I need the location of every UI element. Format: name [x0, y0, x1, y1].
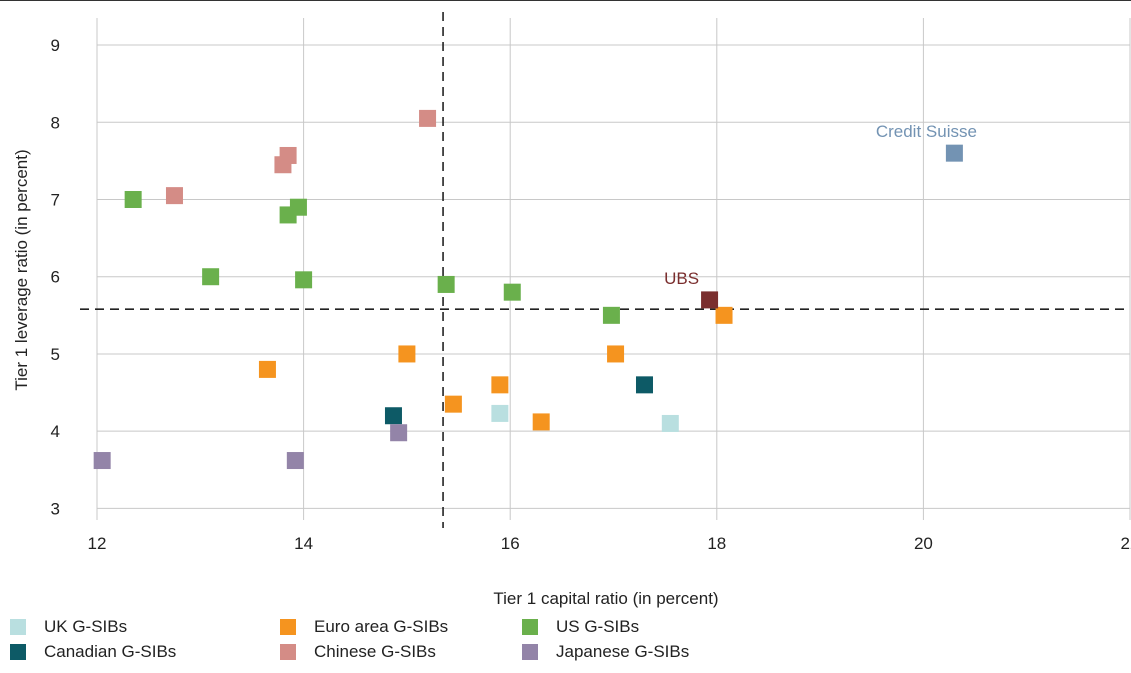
- legend-item: Euro area G-SIBs: [280, 615, 448, 639]
- data-point: [165, 187, 183, 205]
- legend-item: Canadian G-SIBs: [10, 640, 176, 664]
- highlighted-point: [701, 291, 719, 309]
- y-tick-label: 7: [51, 190, 60, 209]
- legend-swatch: [522, 619, 538, 635]
- highlighted-point: [945, 144, 963, 162]
- legend: UK G-SIBs Euro area G-SIBs US G-SIBs Canadi…: [10, 617, 1110, 673]
- annotations: UBS Credit Suisse: [664, 122, 977, 309]
- reference-lines: [80, 12, 1130, 528]
- legend-swatch: [522, 644, 538, 660]
- data-point: [258, 360, 276, 378]
- legend-label: Chinese G-SIBs: [314, 642, 436, 661]
- legend-item: Chinese G-SIBs: [280, 640, 436, 664]
- data-point: [503, 283, 521, 301]
- data-point: [661, 414, 679, 432]
- y-tick-label: 9: [51, 36, 60, 55]
- legend-label: Canadian G-SIBs: [44, 642, 177, 661]
- x-tick-label: 18: [707, 534, 726, 553]
- data-point: [602, 306, 620, 324]
- y-tick-labels: 3 4 5 6 7 8 9: [51, 36, 60, 518]
- x-tick-label: 12: [88, 534, 107, 553]
- y-tick-label: 5: [51, 345, 60, 364]
- legend-item: US G-SIBs: [522, 615, 639, 639]
- data-point: [202, 268, 220, 286]
- data-point: [398, 345, 416, 363]
- x-axis-title: Tier 1 capital ratio (in percent): [493, 589, 718, 608]
- data-point: [715, 306, 733, 324]
- x-tick-labels: 12 14 16 18 20 22: [88, 534, 1131, 553]
- data-point: [444, 395, 462, 413]
- legend-label: Euro area G-SIBs: [314, 617, 449, 636]
- data-point: [491, 376, 509, 394]
- data-point: [93, 452, 111, 470]
- x-tick-label: 22: [1121, 534, 1131, 553]
- point-annotation: Credit Suisse: [876, 122, 977, 141]
- legend-label: UK G-SIBs: [44, 617, 128, 636]
- data-point: [532, 413, 550, 431]
- y-tick-label: 6: [51, 268, 60, 287]
- data-point: [295, 271, 313, 289]
- point-annotation: UBS: [664, 269, 699, 288]
- data-point: [437, 275, 455, 293]
- legend-label: Japanese G-SIBs: [556, 642, 690, 661]
- data-point: [491, 404, 509, 422]
- legend-label: US G-SIBs: [556, 617, 640, 636]
- legend-swatch: [280, 619, 296, 635]
- data-point: [286, 452, 304, 470]
- data-point: [419, 109, 437, 127]
- x-tick-label: 14: [294, 534, 313, 553]
- legend-swatch: [280, 644, 296, 660]
- legend-item: UK G-SIBs: [10, 615, 127, 639]
- grid: [96, 18, 1131, 520]
- data-point: [289, 198, 307, 216]
- y-tick-label: 3: [51, 499, 60, 518]
- data-point: [635, 376, 653, 394]
- y-axis-title: Tier 1 leverage ratio (in percent): [12, 149, 31, 390]
- data-points: [93, 109, 733, 470]
- data-point: [279, 146, 297, 164]
- legend-swatch: [10, 619, 26, 635]
- data-point: [390, 424, 408, 442]
- data-point: [384, 407, 402, 425]
- y-tick-label: 8: [51, 113, 60, 132]
- scatter-chart: UBS Credit Suisse 12 14 16 18 20 22 3 4 5 6 7 8 9 Ti…: [0, 0, 1131, 608]
- legend-swatch: [10, 644, 26, 660]
- legend-item: Japanese G-SIBs: [522, 640, 689, 664]
- data-point: [607, 345, 625, 363]
- data-point: [124, 190, 142, 208]
- x-tick-label: 16: [501, 534, 520, 553]
- y-tick-label: 4: [51, 422, 60, 441]
- x-tick-label: 20: [914, 534, 933, 553]
